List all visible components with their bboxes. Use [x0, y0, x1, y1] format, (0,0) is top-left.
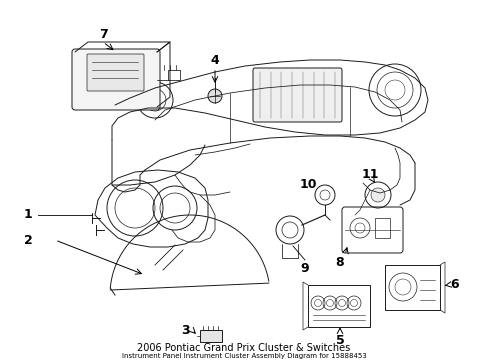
Bar: [200, 330, 222, 342]
Text: 11: 11: [361, 168, 378, 181]
Text: 3: 3: [181, 324, 189, 337]
Bar: [384, 265, 439, 310]
Circle shape: [207, 89, 222, 103]
Text: 4: 4: [210, 54, 219, 67]
Bar: [374, 218, 389, 238]
Circle shape: [370, 188, 384, 202]
Text: 5: 5: [335, 333, 344, 346]
Text: 9: 9: [300, 261, 309, 274]
FancyBboxPatch shape: [72, 49, 160, 110]
Text: Instrument Panel Instrument Cluster Assembly Diagram for 15888453: Instrument Panel Instrument Cluster Asse…: [122, 353, 366, 359]
Bar: [307, 285, 369, 327]
Text: 10: 10: [299, 179, 316, 192]
Text: 2006 Pontiac Grand Prix Cluster & Switches: 2006 Pontiac Grand Prix Cluster & Switch…: [137, 343, 350, 353]
Text: 2: 2: [23, 234, 32, 247]
FancyBboxPatch shape: [252, 68, 341, 122]
Text: 8: 8: [335, 256, 344, 269]
Text: 6: 6: [450, 279, 458, 292]
FancyBboxPatch shape: [87, 54, 143, 91]
Text: 1: 1: [23, 208, 32, 221]
Text: 7: 7: [99, 28, 107, 41]
